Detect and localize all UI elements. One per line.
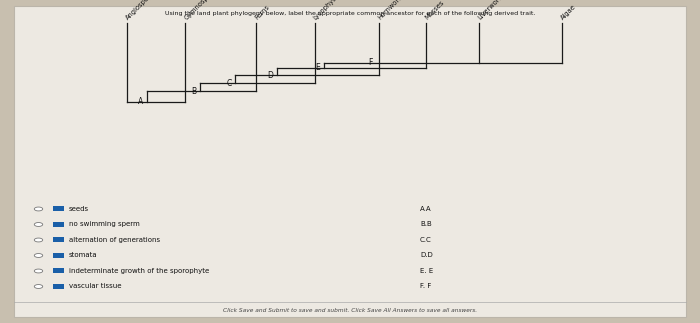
Text: indeterminate growth of the sporophyte: indeterminate growth of the sporophyte bbox=[69, 268, 209, 274]
FancyBboxPatch shape bbox=[52, 253, 64, 258]
Circle shape bbox=[34, 223, 43, 226]
FancyBboxPatch shape bbox=[52, 284, 64, 289]
Text: F. F: F. F bbox=[420, 283, 431, 289]
Text: B.B: B.B bbox=[420, 221, 432, 227]
Text: E. E: E. E bbox=[420, 268, 433, 274]
Text: Gymnosperms: Gymnosperms bbox=[183, 0, 222, 21]
FancyBboxPatch shape bbox=[52, 206, 64, 211]
Text: Click Save and Submit to save and submit. Click Save All Answers to save all ans: Click Save and Submit to save and submit… bbox=[223, 308, 477, 313]
Text: Algae: Algae bbox=[559, 4, 577, 21]
Text: F: F bbox=[369, 58, 373, 67]
FancyBboxPatch shape bbox=[52, 222, 64, 227]
Text: B: B bbox=[191, 87, 197, 96]
Text: Hornworts: Hornworts bbox=[377, 0, 406, 21]
Text: alternation of generations: alternation of generations bbox=[69, 237, 160, 243]
Text: D.D: D.D bbox=[420, 252, 433, 258]
Text: Liverworts: Liverworts bbox=[477, 0, 506, 21]
Text: Angiosperms: Angiosperms bbox=[125, 0, 160, 21]
Text: Lycophytes: Lycophytes bbox=[313, 0, 343, 21]
Text: vascular tissue: vascular tissue bbox=[69, 283, 121, 289]
Text: seeds: seeds bbox=[69, 206, 89, 212]
Circle shape bbox=[34, 254, 43, 257]
FancyBboxPatch shape bbox=[52, 237, 64, 242]
Text: Using the land plant phylogeny below, label the appropriate common ancestor for : Using the land plant phylogeny below, la… bbox=[164, 11, 536, 16]
Circle shape bbox=[34, 269, 43, 273]
Text: A: A bbox=[139, 97, 143, 106]
FancyBboxPatch shape bbox=[14, 6, 686, 317]
Circle shape bbox=[34, 285, 43, 288]
Text: no swimming sperm: no swimming sperm bbox=[69, 221, 139, 227]
Text: Mosses: Mosses bbox=[424, 0, 446, 21]
Text: C.C: C.C bbox=[420, 237, 432, 243]
Text: E: E bbox=[315, 63, 320, 72]
Circle shape bbox=[34, 207, 43, 211]
Text: D: D bbox=[267, 70, 273, 79]
Text: C: C bbox=[227, 78, 232, 88]
Text: Ferns: Ferns bbox=[254, 4, 271, 21]
Circle shape bbox=[34, 238, 43, 242]
Text: A.A: A.A bbox=[420, 206, 432, 212]
FancyBboxPatch shape bbox=[52, 268, 64, 273]
Text: stomata: stomata bbox=[69, 252, 97, 258]
